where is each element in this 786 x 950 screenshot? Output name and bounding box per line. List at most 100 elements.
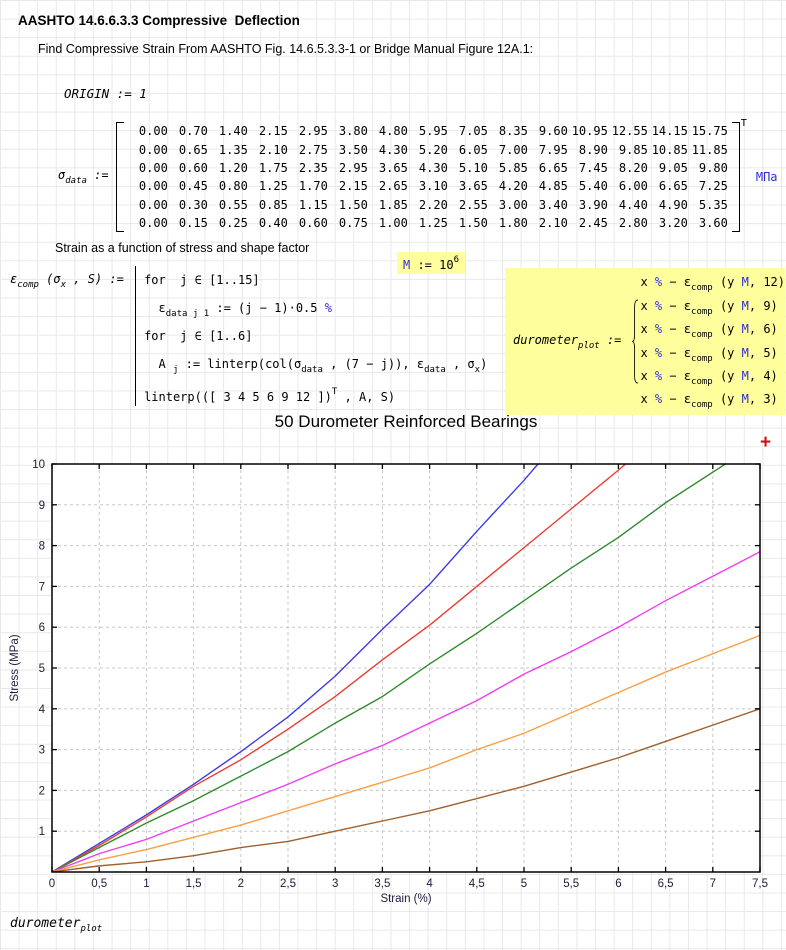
region-durometer-plot[interactable]: durometerplot := x % − εcomp (y M, 12) x … [505,268,785,415]
matrix-cell[interactable]: 2.10 [258,142,288,157]
matrix-cell[interactable]: 1.25 [258,179,288,194]
matrix-cell[interactable]: 0.70 [178,124,208,139]
matrix-cell[interactable]: 0.85 [258,197,288,212]
matrix-cell[interactable]: 6.65 [658,179,688,194]
matrix-cell[interactable]: 7.00 [498,142,528,157]
matrix-cell[interactable]: 3.80 [338,124,368,139]
matrix-cell[interactable]: 10.95 [571,124,608,139]
matrix-cell[interactable]: 1.35 [218,142,248,157]
matrix-cell[interactable]: 8.20 [618,160,648,175]
matrix-cell[interactable]: 2.15 [258,124,288,139]
matrix-cell[interactable]: 6.00 [618,179,648,194]
matrix-cell[interactable]: 0.00 [138,197,168,212]
matrix-cell[interactable]: 0.00 [138,179,168,194]
matrix-cell[interactable]: 5.35 [698,197,728,212]
matrix-cell[interactable]: 4.80 [378,124,408,139]
matrix-cell[interactable]: 1.50 [338,197,368,212]
matrix-cell[interactable]: 2.95 [298,124,328,139]
matrix-cell[interactable]: 2.20 [418,197,448,212]
matrix-cell[interactable]: 15.75 [691,124,728,139]
matrix-cell[interactable]: 4.90 [658,197,688,212]
matrix-cell[interactable]: 7.45 [578,160,608,175]
matrix-cell[interactable]: 6.05 [458,142,488,157]
matrix-cell[interactable]: 1.15 [298,197,328,212]
matrix-cell[interactable]: 8.35 [498,124,528,139]
region-epsilon-comp-program[interactable]: εcomp (σx , S) := for j ∈ [1..15] εdata … [10,266,487,406]
matrix-cell[interactable]: 5.95 [418,124,448,139]
matrix-cell[interactable]: 0.00 [138,142,168,157]
matrix-cell[interactable]: 5.40 [578,179,608,194]
matrix-cell[interactable]: 2.55 [458,197,488,212]
matrix-cell[interactable]: 4.85 [538,179,568,194]
matrix-cell[interactable]: 3.20 [658,216,688,231]
matrix-cell[interactable]: 1.70 [298,179,328,194]
matrix-cell[interactable]: 2.45 [578,216,608,231]
matrix-cell[interactable]: 9.05 [658,160,688,175]
region-sigma-data[interactable]: σdata := 0.00 0.70 1.40 2.15 2.95 3.80 4.80 5.9… [58,118,778,233]
page-title[interactable]: AASHTO 14.6.6.3.3 Compressive Deflection [18,13,300,28]
matrix-cell[interactable]: 0.65 [178,142,208,157]
matrix-cell[interactable]: 7.95 [538,142,568,157]
matrix-cell[interactable]: 4.40 [618,197,648,212]
matrix-cell[interactable]: 8.90 [578,142,608,157]
matrix-cell[interactable]: 1.20 [218,160,248,175]
series-line-S=12[interactable] [52,438,760,872]
matrix-cell[interactable]: 4.20 [498,179,528,194]
matrix-cell[interactable]: 3.60 [698,216,728,231]
matrix-cell[interactable]: 3.65 [458,179,488,194]
matrix-cell[interactable]: 14.15 [651,124,688,139]
matrix-cell[interactable]: 2.75 [298,142,328,157]
matrix-cell[interactable]: 3.50 [338,142,368,157]
matrix-cell[interactable]: 2.65 [378,179,408,194]
matrix-cell[interactable]: 0.55 [218,197,248,212]
matrix-cell[interactable]: 3.00 [498,197,528,212]
note-text[interactable]: Strain as a function of stress and shape… [55,241,310,255]
matrix-cell[interactable]: 0.75 [338,216,368,231]
matrix-cell[interactable]: 1.80 [498,216,528,231]
matrix-cell[interactable]: 9.60 [538,124,568,139]
matrix-cell[interactable]: 1.50 [458,216,488,231]
region-m-definition[interactable]: M := 106 [397,252,466,274]
matrix-cell[interactable]: 3.10 [418,179,448,194]
matrix-cell[interactable]: 3.90 [578,197,608,212]
matrix-cell[interactable]: 9.85 [618,142,648,157]
matrix-cell[interactable]: 2.10 [538,216,568,231]
matrix-cell[interactable]: 2.35 [298,160,328,175]
matrix-cell[interactable]: 1.75 [258,160,288,175]
matrix-cell[interactable]: 7.25 [698,179,728,194]
matrix-cell[interactable]: 2.15 [338,179,368,194]
matrix-cell[interactable]: 1.40 [218,124,248,139]
plot-expression-caption[interactable]: durometerplot [10,916,102,934]
series-line-S=3[interactable] [52,708,760,872]
matrix-cell[interactable]: 0.25 [218,216,248,231]
matrix-cell[interactable]: 3.40 [538,197,568,212]
matrix-cell[interactable]: 1.25 [418,216,448,231]
series-line-S=5[interactable] [52,551,760,872]
matrix-cell[interactable]: 7.05 [458,124,488,139]
matrix-cell[interactable]: 0.00 [138,216,168,231]
matrix-cell[interactable]: 5.20 [418,142,448,157]
matrix-cell[interactable]: 0.80 [218,179,248,194]
matrix-cell[interactable]: 0.60 [298,216,328,231]
matrix-cell[interactable]: 0.45 [178,179,208,194]
matrix-cell[interactable]: 4.30 [378,142,408,157]
matrix-cell[interactable]: 0.40 [258,216,288,231]
chart-region[interactable]: 50 Durometer Reinforced Bearings + 0 0,5 1… [0,410,786,910]
matrix-cell[interactable]: 5.85 [498,160,528,175]
origin-definition[interactable]: ORIGIN := 1 [64,86,147,101]
matrix-cell[interactable]: 0.00 [138,160,168,175]
matrix-cell[interactable]: 5.10 [458,160,488,175]
matrix-cell[interactable]: 6.65 [538,160,568,175]
matrix-cell[interactable]: 0.00 [138,124,168,139]
series-line-S=6[interactable] [52,442,760,872]
matrix-cell[interactable]: 0.15 [178,216,208,231]
matrix-cell[interactable]: 1.00 [378,216,408,231]
matrix-cell[interactable]: 4.30 [418,160,448,175]
series-line-S=4[interactable] [52,634,760,872]
matrix-cell[interactable]: 1.85 [378,197,408,212]
matrix-cell[interactable]: 11.85 [691,142,728,157]
matrix-cell[interactable]: 0.30 [178,197,208,212]
matrix-cell[interactable]: 0.60 [178,160,208,175]
matrix-cell[interactable]: 12.55 [611,124,648,139]
matrix-cell[interactable]: 3.65 [378,160,408,175]
